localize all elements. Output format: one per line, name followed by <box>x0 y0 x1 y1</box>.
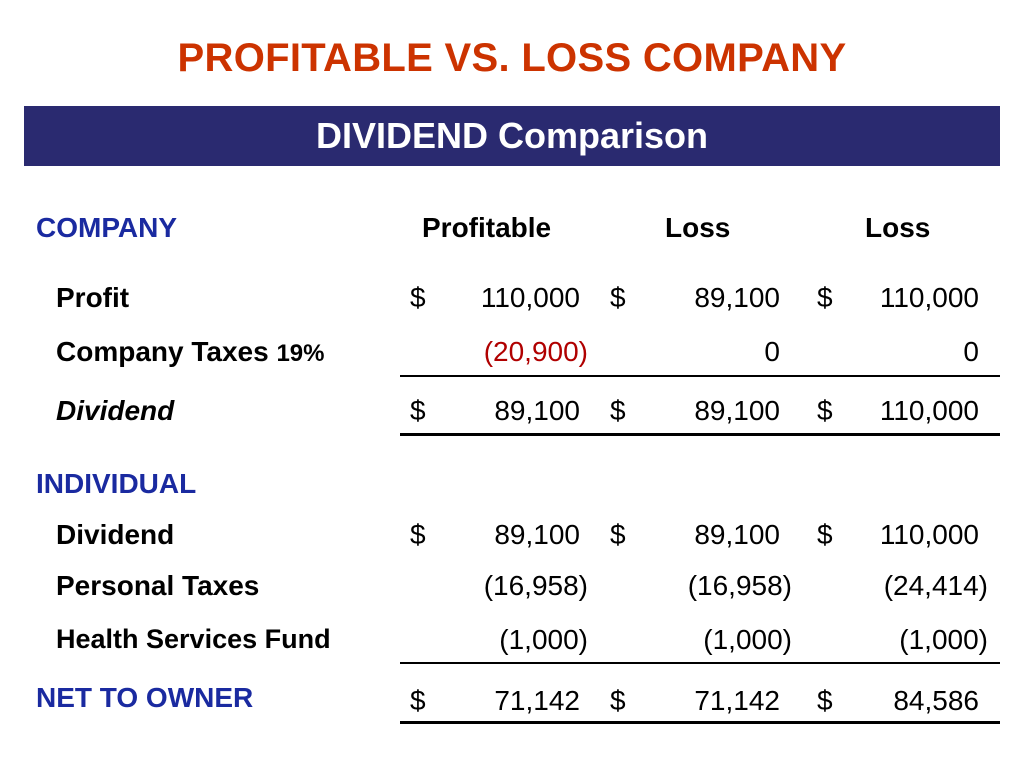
company-tax-rate: 19% <box>276 340 325 367</box>
currency-symbol: $ <box>610 519 626 550</box>
row-label-individual-dividend: Dividend <box>56 519 175 550</box>
personal-taxes-loss-2: (24,414) <box>883 570 988 601</box>
currency-symbol: $ <box>817 685 833 716</box>
dividend-value-loss-1: 89,100 <box>694 395 780 426</box>
ind-dividend-profitable: 89,100 <box>494 519 580 550</box>
currency-symbol: $ <box>410 685 426 716</box>
currency-symbol: $ <box>817 282 833 313</box>
health-fund-loss-1: (1,000) <box>703 624 792 655</box>
row-label-dividend: Dividend <box>56 395 175 426</box>
profit-value-profitable: 110,000 <box>480 282 580 313</box>
col-header-loss-1: Loss <box>665 212 731 243</box>
company-taxes-loss-1: 0 <box>764 336 780 367</box>
profit-value-loss-2: 110,000 <box>879 282 979 313</box>
subtotal-divider <box>400 375 1000 377</box>
net-profitable: 71,142 <box>494 685 580 716</box>
currency-symbol: $ <box>410 519 426 550</box>
section-banner: DIVIDEND Comparison <box>24 106 1000 166</box>
health-fund-profitable: (1,000) <box>499 624 588 655</box>
individual-header: INDIVIDUAL <box>36 468 197 499</box>
row-label-health-fund: Health Services Fund <box>56 624 331 654</box>
net-divider <box>400 662 1000 664</box>
banner-label: DIVIDEND Comparison <box>315 115 709 156</box>
currency-symbol: $ <box>817 519 833 550</box>
company-taxes-loss-2: 0 <box>963 336 979 367</box>
currency-symbol: $ <box>610 282 626 313</box>
currency-symbol: $ <box>610 395 626 426</box>
company-taxes-profitable: (20,900) <box>483 336 588 367</box>
ind-dividend-loss-1: 89,100 <box>694 519 780 550</box>
currency-symbol: $ <box>817 395 833 426</box>
row-label-company-taxes: Company Taxes 19% <box>56 336 325 368</box>
company-header: COMPANY <box>36 212 178 243</box>
company-taxes-label: Company Taxes <box>56 336 269 367</box>
dividend-value-profitable: 89,100 <box>494 395 580 426</box>
personal-taxes-loss-1: (16,958) <box>687 570 792 601</box>
ind-dividend-loss-2: 110,000 <box>879 519 979 550</box>
row-label-profit: Profit <box>56 282 130 313</box>
profit-value-loss-1: 89,100 <box>694 282 780 313</box>
col-header-loss-2: Loss <box>865 212 931 243</box>
net-loss-2: 84,586 <box>893 685 979 716</box>
net-total-divider <box>400 721 1000 724</box>
page-title: PROFITABLE VS. LOSS COMPANY <box>177 36 847 80</box>
currency-symbol: $ <box>610 685 626 716</box>
row-label-personal-taxes: Personal Taxes <box>56 570 260 601</box>
row-label-net-to-owner: NET TO OWNER <box>36 682 254 713</box>
col-header-profitable: Profitable <box>422 212 552 243</box>
health-fund-loss-2: (1,000) <box>899 624 988 655</box>
total-divider <box>400 433 1000 436</box>
dividend-value-loss-2: 110,000 <box>879 395 979 426</box>
currency-symbol: $ <box>410 395 426 426</box>
net-loss-1: 71,142 <box>694 685 780 716</box>
personal-taxes-profitable: (16,958) <box>483 570 588 601</box>
currency-symbol: $ <box>410 282 426 313</box>
